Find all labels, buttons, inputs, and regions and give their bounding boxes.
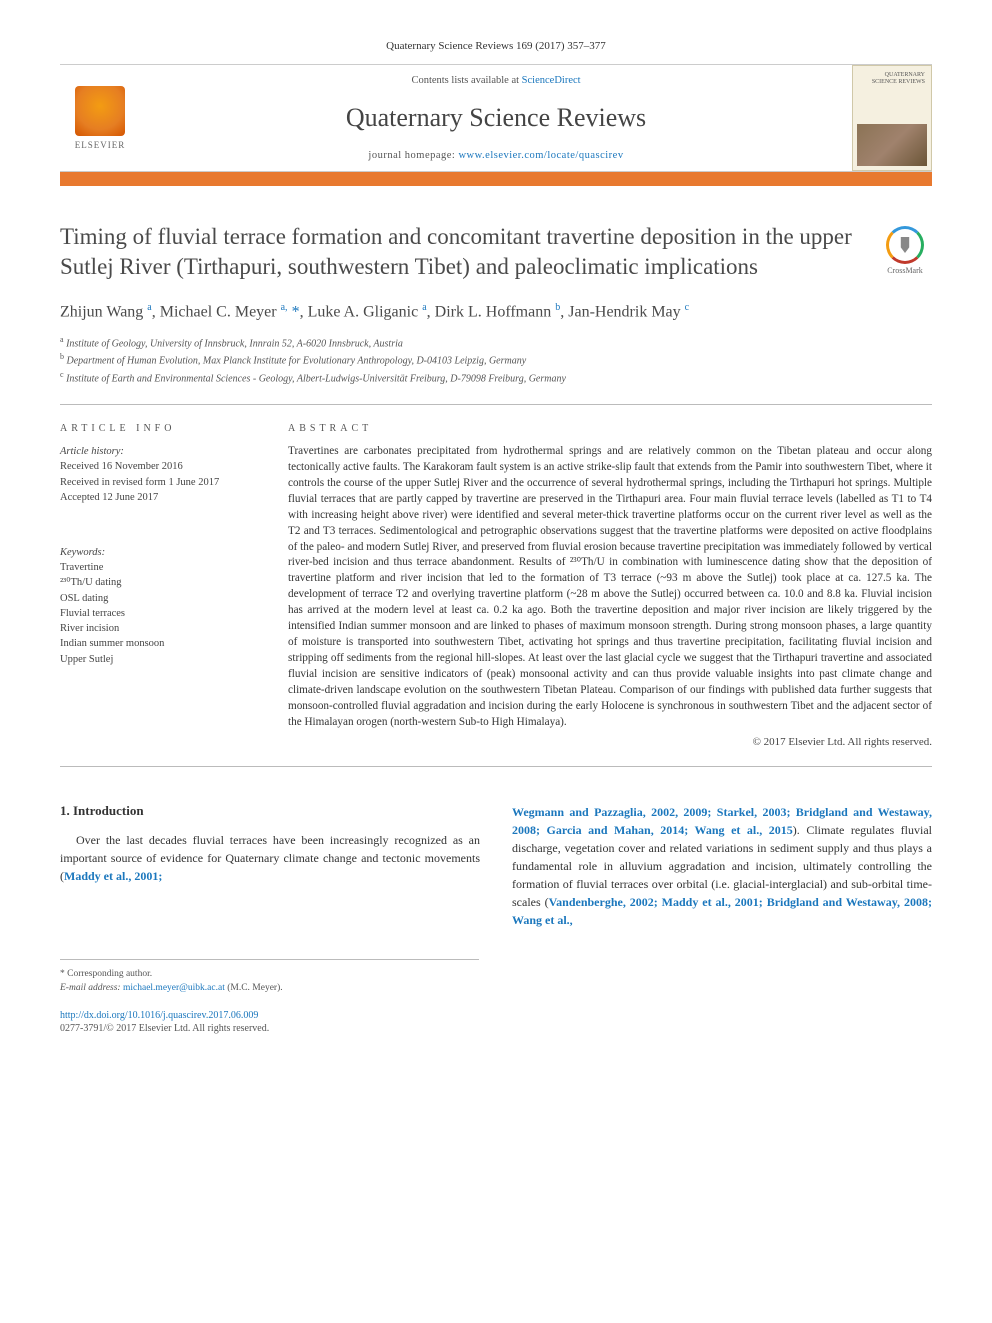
keyword: Travertine [60, 560, 260, 575]
affiliation-a: a Institute of Geology, University of In… [60, 334, 932, 351]
section-1-heading: 1. Introduction [60, 803, 480, 819]
email-label: E-mail address: [60, 983, 121, 993]
elsevier-tree-icon [75, 86, 125, 136]
rule-top [60, 404, 932, 405]
sciencedirect-link[interactable]: ScienceDirect [522, 75, 581, 86]
abstract-heading: ABSTRACT [288, 423, 932, 434]
keyword: Upper Sutlej [60, 652, 260, 667]
issn-line: 0277-3791/© 2017 Elsevier Ltd. All right… [60, 1023, 932, 1034]
header-center: Contents lists available at ScienceDirec… [140, 65, 852, 171]
crossmark-badge[interactable]: CrossMark [878, 226, 932, 275]
keyword: OSL dating [60, 591, 260, 606]
cover-image-icon [857, 124, 927, 166]
article-info-heading: ARTICLE INFO [60, 423, 260, 434]
elsevier-label: ELSEVIER [75, 140, 126, 150]
corr-email-link[interactable]: michael.meyer@uibk.ac.at [123, 983, 225, 993]
contents-line: Contents lists available at ScienceDirec… [411, 75, 580, 86]
history-revised: Received in revised form 1 June 2017 [60, 475, 260, 490]
cover-small-title: QUATERNARY SCIENCE REVIEWS [859, 72, 925, 85]
keywords-block: Keywords: Travertine ²³⁰Th/U dating OSL … [60, 545, 260, 667]
intro-para-right: Wegmann and Pazzaglia, 2002, 2009; Stark… [512, 803, 932, 929]
keyword: Fluvial terraces [60, 606, 260, 621]
history-label: Article history: [60, 444, 260, 459]
journal-cover-thumb: QUATERNARY SCIENCE REVIEWS [852, 65, 932, 171]
citation-link[interactable]: Quaternary Science Reviews 169 (2017) 35… [386, 40, 606, 52]
crossmark-icon [886, 226, 924, 264]
corr-author-label: * Corresponding author. [60, 968, 479, 982]
affiliations: a Institute of Geology, University of In… [60, 334, 932, 386]
journal-name: Quaternary Science Reviews [346, 103, 646, 133]
homepage-prefix: journal homepage: [368, 150, 458, 161]
elsevier-logo: ELSEVIER [60, 65, 140, 171]
keywords-label: Keywords: [60, 545, 260, 560]
crossmark-label: CrossMark [878, 266, 932, 275]
rule-bottom [60, 766, 932, 767]
corresponding-footer: * Corresponding author. E-mail address: … [60, 959, 479, 996]
article-history: Article history: Received 16 November 20… [60, 444, 260, 505]
history-accepted: Accepted 12 June 2017 [60, 490, 260, 505]
email-suffix: (M.C. Meyer). [227, 983, 282, 993]
citation-line: Quaternary Science Reviews 169 (2017) 35… [60, 40, 932, 52]
citation-ref[interactable]: Maddy et al., 2001; [64, 869, 162, 883]
keyword: ²³⁰Th/U dating [60, 575, 260, 590]
history-received: Received 16 November 2016 [60, 459, 260, 474]
contents-prefix: Contents lists available at [411, 75, 521, 86]
doi-line: http://dx.doi.org/10.1016/j.quascirev.20… [60, 1010, 932, 1021]
abstract-copyright: © 2017 Elsevier Ltd. All rights reserved… [288, 736, 932, 748]
homepage-link[interactable]: www.elsevier.com/locate/quascirev [458, 150, 623, 161]
keyword: River incision [60, 621, 260, 636]
homepage-line: journal homepage: www.elsevier.com/locat… [368, 150, 623, 161]
authors-line: Zhijun Wang a, Michael C. Meyer a, *, Lu… [60, 300, 932, 324]
article-title: Timing of fluvial terrace formation and … [60, 222, 862, 282]
keyword: Indian summer monsoon [60, 636, 260, 651]
affiliation-b: b Department of Human Evolution, Max Pla… [60, 351, 932, 368]
intro-para-left: Over the last decades fluvial terraces h… [60, 831, 480, 885]
citation-ref[interactable]: Vandenberghe, 2002; Maddy et al., 2001; … [512, 895, 932, 927]
affiliation-c: c Institute of Earth and Environmental S… [60, 369, 932, 386]
orange-accent-bar [60, 172, 932, 186]
journal-header-band: ELSEVIER Contents lists available at Sci… [60, 64, 932, 172]
doi-link[interactable]: http://dx.doi.org/10.1016/j.quascirev.20… [60, 1010, 258, 1021]
corr-email-line: E-mail address: michael.meyer@uibk.ac.at… [60, 982, 479, 996]
abstract-text: Travertines are carbonates precipitated … [288, 444, 932, 730]
